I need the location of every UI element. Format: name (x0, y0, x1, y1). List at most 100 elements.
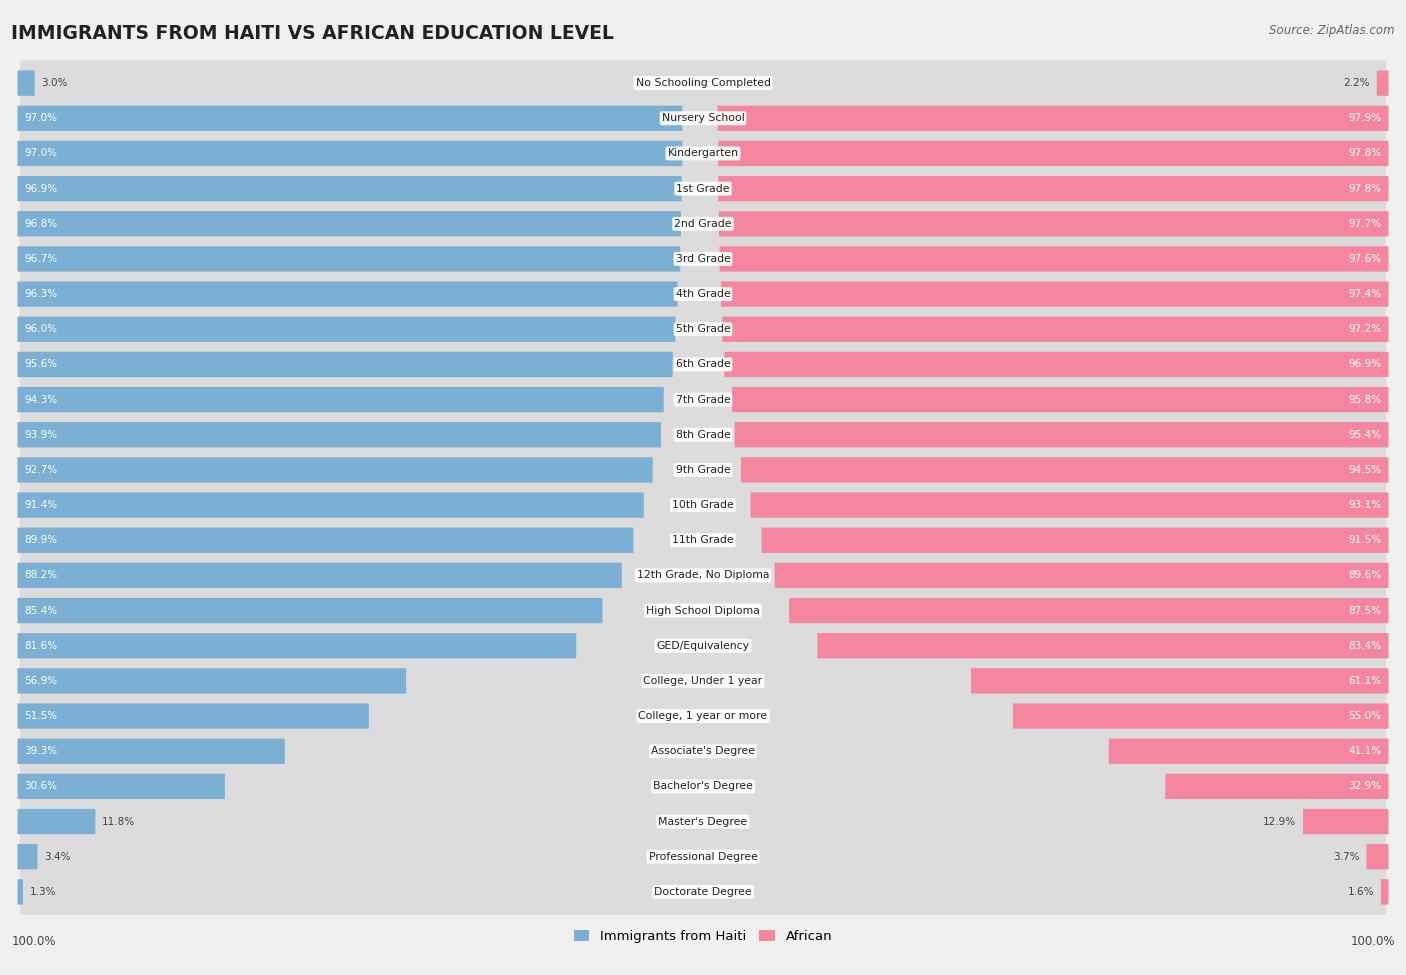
FancyBboxPatch shape (20, 448, 1386, 492)
FancyBboxPatch shape (17, 879, 22, 905)
FancyBboxPatch shape (1109, 739, 1389, 763)
Text: 11.8%: 11.8% (103, 816, 135, 827)
Text: Bachelor's Degree: Bachelor's Degree (652, 781, 754, 792)
FancyBboxPatch shape (718, 212, 1389, 236)
FancyBboxPatch shape (20, 411, 1386, 457)
FancyBboxPatch shape (17, 247, 681, 272)
FancyBboxPatch shape (20, 553, 1386, 599)
Text: 97.8%: 97.8% (1348, 148, 1382, 159)
Text: 55.0%: 55.0% (1348, 711, 1382, 722)
FancyBboxPatch shape (1367, 844, 1389, 870)
FancyBboxPatch shape (751, 492, 1389, 518)
Text: 100.0%: 100.0% (1350, 935, 1395, 948)
FancyBboxPatch shape (17, 140, 682, 166)
FancyBboxPatch shape (1381, 879, 1389, 905)
Text: 4th Grade: 4th Grade (676, 290, 730, 299)
FancyBboxPatch shape (20, 658, 1386, 704)
FancyBboxPatch shape (20, 693, 1386, 739)
FancyBboxPatch shape (20, 166, 1386, 212)
Text: 39.3%: 39.3% (24, 746, 58, 757)
Text: 2nd Grade: 2nd Grade (675, 218, 731, 229)
Text: 7th Grade: 7th Grade (676, 395, 730, 405)
Text: College, 1 year or more: College, 1 year or more (638, 711, 768, 722)
Text: 97.4%: 97.4% (1348, 290, 1382, 299)
FancyBboxPatch shape (17, 492, 644, 518)
Text: 10th Grade: 10th Grade (672, 500, 734, 510)
Text: 83.4%: 83.4% (1348, 641, 1382, 650)
FancyBboxPatch shape (20, 306, 1386, 352)
Text: 32.9%: 32.9% (1348, 781, 1382, 792)
Text: 94.5%: 94.5% (1348, 465, 1382, 475)
Text: 5th Grade: 5th Grade (676, 325, 730, 334)
Text: 97.0%: 97.0% (24, 148, 58, 159)
Text: Source: ZipAtlas.com: Source: ZipAtlas.com (1270, 24, 1395, 37)
Text: 97.2%: 97.2% (1348, 325, 1382, 334)
FancyBboxPatch shape (17, 457, 652, 483)
Text: 6th Grade: 6th Grade (676, 360, 730, 370)
Text: 89.9%: 89.9% (24, 535, 58, 545)
Text: 81.6%: 81.6% (24, 641, 58, 650)
Text: 96.8%: 96.8% (24, 218, 58, 229)
Legend: Immigrants from Haiti, African: Immigrants from Haiti, African (568, 925, 838, 949)
Text: Associate's Degree: Associate's Degree (651, 746, 755, 757)
Text: 95.8%: 95.8% (1348, 395, 1382, 405)
FancyBboxPatch shape (17, 527, 634, 553)
Text: 11th Grade: 11th Grade (672, 535, 734, 545)
FancyBboxPatch shape (775, 563, 1389, 588)
FancyBboxPatch shape (20, 236, 1386, 282)
FancyBboxPatch shape (17, 105, 682, 131)
FancyBboxPatch shape (17, 176, 682, 201)
Text: 12th Grade, No Diploma: 12th Grade, No Diploma (637, 570, 769, 580)
Text: 41.1%: 41.1% (1348, 746, 1382, 757)
FancyBboxPatch shape (20, 201, 1386, 247)
FancyBboxPatch shape (17, 774, 225, 800)
FancyBboxPatch shape (20, 518, 1386, 564)
Text: 8th Grade: 8th Grade (676, 430, 730, 440)
Text: 51.5%: 51.5% (24, 711, 58, 722)
FancyBboxPatch shape (17, 739, 285, 763)
FancyBboxPatch shape (1303, 809, 1389, 835)
Text: 30.6%: 30.6% (24, 781, 58, 792)
Text: 96.0%: 96.0% (24, 325, 58, 334)
FancyBboxPatch shape (972, 668, 1389, 693)
Text: 96.9%: 96.9% (24, 183, 58, 194)
FancyBboxPatch shape (720, 247, 1389, 272)
Text: High School Diploma: High School Diploma (647, 605, 759, 615)
Text: 87.5%: 87.5% (1348, 605, 1382, 615)
FancyBboxPatch shape (17, 387, 664, 412)
FancyBboxPatch shape (17, 282, 678, 307)
FancyBboxPatch shape (17, 563, 621, 588)
Text: 97.0%: 97.0% (24, 113, 58, 123)
Text: 56.9%: 56.9% (24, 676, 58, 685)
FancyBboxPatch shape (20, 834, 1386, 879)
FancyBboxPatch shape (17, 317, 675, 342)
FancyBboxPatch shape (17, 598, 602, 623)
Text: Professional Degree: Professional Degree (648, 852, 758, 862)
FancyBboxPatch shape (20, 483, 1386, 527)
Text: 9th Grade: 9th Grade (676, 465, 730, 475)
Text: IMMIGRANTS FROM HAITI VS AFRICAN EDUCATION LEVEL: IMMIGRANTS FROM HAITI VS AFRICAN EDUCATI… (11, 24, 614, 43)
Text: 92.7%: 92.7% (24, 465, 58, 475)
Text: 93.9%: 93.9% (24, 430, 58, 440)
FancyBboxPatch shape (735, 422, 1389, 448)
Text: 97.9%: 97.9% (1348, 113, 1382, 123)
Text: 95.6%: 95.6% (24, 360, 58, 370)
Text: 2.2%: 2.2% (1343, 78, 1369, 88)
FancyBboxPatch shape (20, 131, 1386, 176)
FancyBboxPatch shape (17, 633, 576, 658)
FancyBboxPatch shape (20, 869, 1386, 915)
FancyBboxPatch shape (724, 352, 1389, 377)
Text: 3rd Grade: 3rd Grade (675, 254, 731, 264)
Text: 97.8%: 97.8% (1348, 183, 1382, 194)
Text: 1st Grade: 1st Grade (676, 183, 730, 194)
Text: 61.1%: 61.1% (1348, 676, 1382, 685)
Text: 89.6%: 89.6% (1348, 570, 1382, 580)
Text: Kindergarten: Kindergarten (668, 148, 738, 159)
Text: 96.9%: 96.9% (1348, 360, 1382, 370)
Text: 93.1%: 93.1% (1348, 500, 1382, 510)
FancyBboxPatch shape (20, 763, 1386, 809)
FancyBboxPatch shape (1014, 703, 1389, 728)
FancyBboxPatch shape (733, 387, 1389, 412)
FancyBboxPatch shape (718, 140, 1389, 166)
FancyBboxPatch shape (20, 60, 1386, 106)
